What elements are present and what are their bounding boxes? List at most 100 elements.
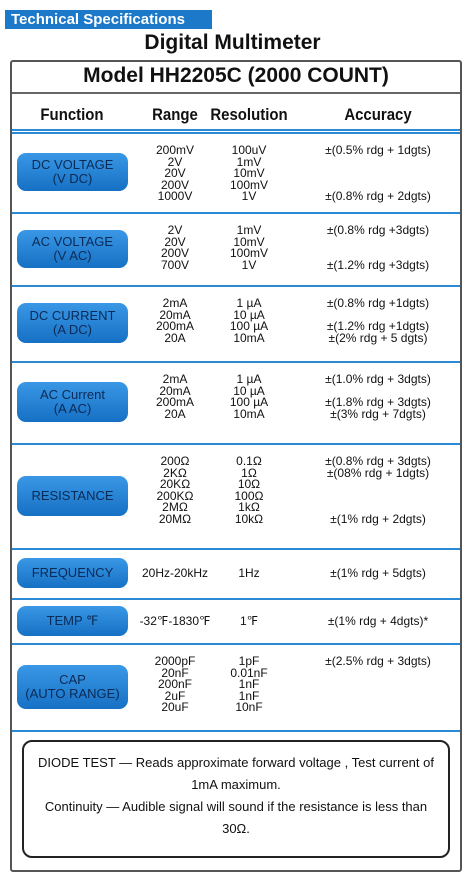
resolution: 10mA [233, 406, 265, 421]
accuracy: ±(2.5% rdg + 3dgts) [325, 654, 431, 668]
resolution: 100 µA [229, 395, 269, 410]
note: Continuity — Audible signal will sound i… [44, 799, 428, 836]
resolution: 100Ω [234, 488, 264, 503]
resolution: 1mV [236, 154, 262, 169]
resolution: 0.1Ω [236, 454, 262, 468]
resolution: 10nF [235, 700, 263, 715]
resolution: 1kΩ [238, 500, 260, 515]
range: -32℉-1830℉ [139, 613, 211, 628]
resolution: 10mA [233, 330, 265, 345]
range: 20A [164, 330, 186, 345]
accuracy: ±(2% rdg + 5 dgts) [328, 330, 428, 345]
range: 20A [164, 406, 186, 421]
range: 20mA [159, 383, 191, 398]
resolution: 10mV [233, 234, 265, 249]
range: 2000pF [154, 654, 196, 668]
accuracy: ±(1.8% rdg + 3dgts) [325, 395, 431, 410]
function-label: CAP [59, 671, 86, 687]
resolution: 1nF [238, 677, 260, 692]
range: 2V [167, 154, 183, 169]
resolution: 1Ω [241, 465, 257, 480]
range: 200nF [157, 677, 193, 692]
function-pill: AC VOLTAGE (V AC) [17, 229, 128, 268]
function-label: RESISTANCE [31, 487, 114, 503]
accuracy: ±(0.8% rdg +1dgts) [326, 296, 430, 310]
resolution: 100uV [231, 143, 267, 157]
resolution: 1Hz [238, 566, 260, 580]
rule [12, 132, 460, 134]
range: 200V [160, 246, 190, 261]
title: Digital Multimeter [144, 31, 321, 54]
column-header: Accuracy [344, 105, 412, 124]
column-header: Resolution [210, 105, 288, 124]
accuracy: ±(0.8% rdg + 3dgts) [325, 454, 431, 468]
accuracy: ±(3% rdg + 7dgts) [330, 406, 426, 421]
range: 200KΩ [156, 488, 194, 503]
range: 200mA [155, 395, 195, 410]
function-label: AC VOLTAGE [31, 233, 114, 249]
resolution: 1mV [236, 223, 262, 237]
resolution: 1V [241, 257, 257, 272]
resolution: 1nF [238, 688, 260, 703]
accuracy: ±(1.2% rdg +3dgts) [326, 257, 430, 272]
function-label: (A DC) [53, 322, 92, 337]
accuracy: ±(0.8% rdg +3dgts) [326, 223, 430, 237]
function-label: (V DC) [52, 171, 93, 186]
function-label: AC Current [39, 387, 106, 402]
accuracy: ±(1% rdg + 5dgts) [330, 566, 426, 580]
resolution: 10 µA [233, 383, 265, 398]
range: 2uF [164, 688, 186, 703]
accuracy: ±(0.8% rdg + 2dgts) [325, 189, 431, 204]
range: 200Ω [160, 454, 190, 468]
range: 200V [160, 177, 190, 192]
range: 2mA [162, 372, 188, 386]
function-label: (V AC) [53, 247, 92, 263]
model-title: Model HH2205C (2000 COUNT) [83, 64, 389, 87]
range: 2MΩ [162, 500, 188, 515]
resolution: 10Ω [237, 477, 261, 492]
rule [12, 129, 460, 131]
range: 20KΩ [159, 477, 191, 492]
function-label: DC CURRENT [29, 308, 116, 323]
resolution: 1V [241, 189, 257, 204]
range: 2KΩ [163, 465, 187, 480]
range: 20V [164, 234, 186, 249]
accuracy: ±(1% rdg + 2dgts) [330, 512, 426, 526]
range: 20V [164, 166, 186, 181]
resolution: 10mV [233, 166, 265, 181]
function-pill: RESISTANCE [17, 475, 128, 516]
function-pill: DC CURRENT (A DC) [17, 303, 128, 343]
function-pill: CAP (AUTO RANGE) [17, 664, 128, 709]
function-pill: AC Current (A AC) [17, 382, 128, 422]
resolution: 100 µA [229, 319, 269, 334]
function-label: (A AC) [53, 401, 92, 416]
rule [12, 730, 460, 732]
function-pill: FREQUENCY [17, 558, 128, 588]
accuracy: ±(1.0% rdg + 3dgts) [325, 372, 431, 386]
rule [12, 361, 460, 363]
resolution: 0.01nF [230, 665, 268, 680]
rule [12, 598, 460, 600]
accuracy: ±(0.5% rdg + 1dgts) [325, 143, 431, 157]
function-label: DC VOLTAGE [31, 157, 114, 172]
range: 20Hz-20kHz [141, 566, 209, 580]
frame [10, 60, 462, 872]
resolution: 1 µA [236, 296, 262, 310]
resolution: 10 µA [233, 307, 265, 322]
tag: Technical Specifications [5, 10, 212, 29]
rule [12, 643, 460, 645]
rule [12, 212, 460, 214]
resolution: 10kΩ [234, 512, 264, 526]
range: 20uF [161, 700, 189, 715]
resolution: 100mV [229, 246, 269, 261]
rule [12, 443, 460, 445]
resolution: 1℉ [239, 613, 259, 628]
notes-box: DIODE TEST — Reads approximate forward v… [22, 740, 450, 858]
column-header: Function [40, 105, 104, 124]
accuracy: ±(1% rdg + 4dgts)* [327, 613, 429, 628]
range: 20mA [159, 307, 191, 322]
rule [12, 548, 460, 550]
column-header: Range [152, 105, 198, 124]
range: 1000V [157, 189, 193, 204]
